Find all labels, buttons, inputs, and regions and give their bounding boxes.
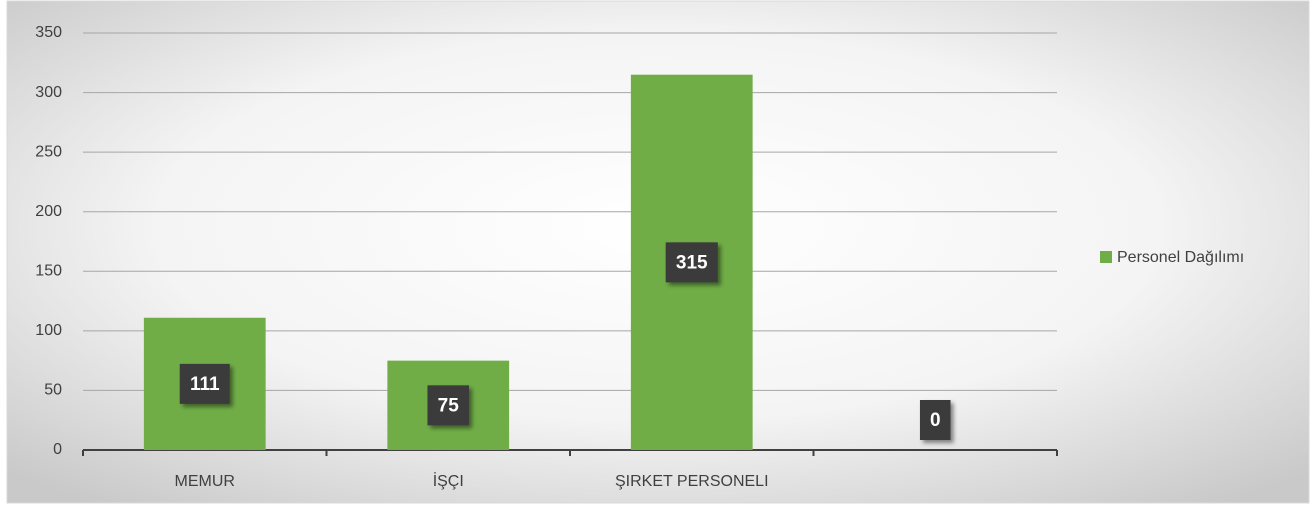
value-label-box — [427, 385, 470, 426]
y-tick-label: 0 — [53, 441, 62, 458]
x-tick-label: ŞIRKET PERSONELI — [615, 473, 769, 490]
legend-swatch — [1100, 251, 1112, 263]
y-tick-label: 250 — [35, 143, 62, 160]
value-label-box — [179, 363, 230, 404]
legend-label: Personel Dağılımı — [1117, 249, 1244, 266]
y-tick-label: 350 — [35, 24, 62, 41]
y-tick-label: 200 — [35, 203, 62, 220]
y-tick-label: 50 — [44, 382, 62, 399]
y-tick-label: 300 — [35, 84, 62, 101]
value-label: 0 — [930, 410, 941, 431]
value-label: 75 — [438, 395, 460, 416]
value-label-box — [665, 242, 718, 283]
value-label: 111 — [190, 374, 220, 395]
y-tick-label: 150 — [35, 263, 62, 280]
value-label: 315 — [676, 252, 708, 273]
value-label-box — [919, 400, 951, 440]
x-tick-label: İŞÇI — [433, 471, 464, 490]
y-tick-label: 100 — [35, 322, 62, 339]
x-tick-label: MEMUR — [175, 473, 235, 490]
